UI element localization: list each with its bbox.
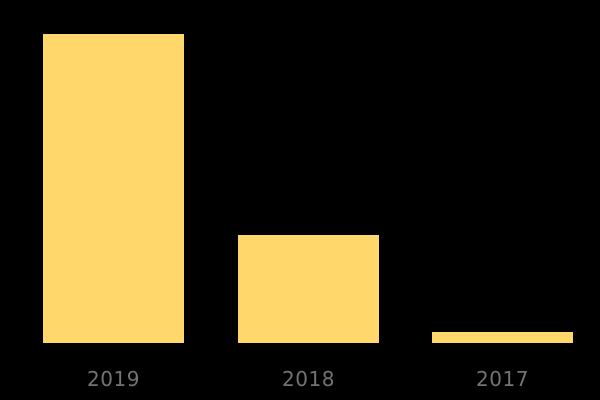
bar-group-2018[interactable] (238, 0, 379, 343)
axis-label-2019: 2019 (43, 343, 184, 389)
bar-2019[interactable] (43, 34, 184, 343)
bar-group-2017[interactable] (432, 0, 573, 343)
axis-label-2017-text: 2017 (476, 367, 529, 391)
bar-group-2019[interactable] (43, 0, 184, 343)
axis-label-2018-text: 2018 (282, 367, 335, 391)
bar-2017[interactable] (432, 332, 573, 343)
axis-label-2019-text: 2019 (87, 367, 140, 391)
bar-2018[interactable] (238, 235, 379, 343)
axis-label-2017: 2017 (432, 343, 573, 389)
axis-label-2018: 2018 (238, 343, 379, 389)
